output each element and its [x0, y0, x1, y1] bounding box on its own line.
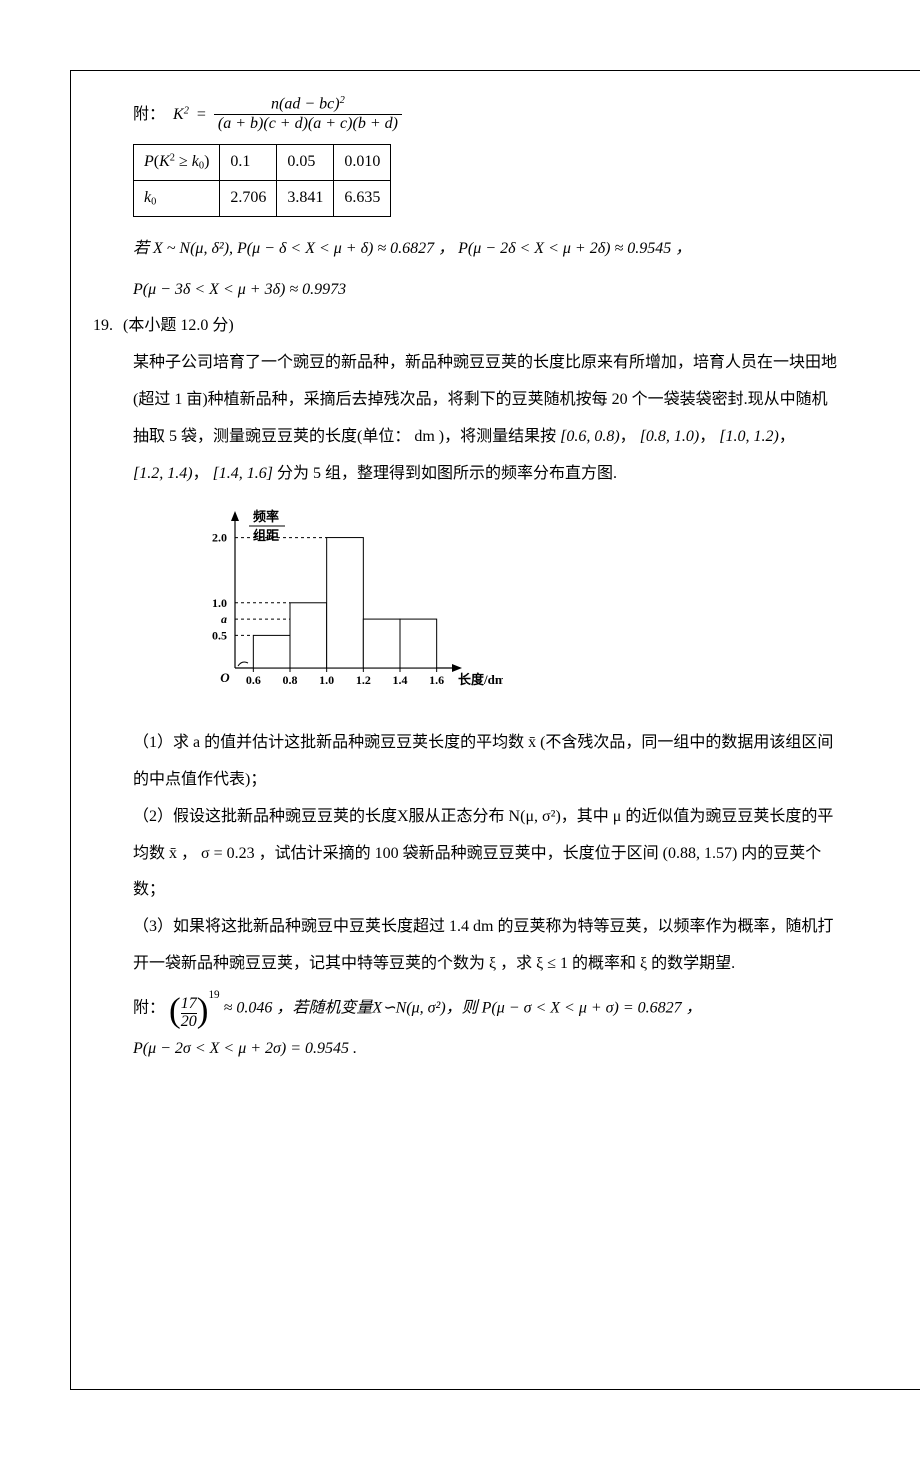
histogram: 2.0 1.0 a 0.5 0.6 0.8 1.0 1.2 1.4 1.6 O 频率组距长度/dm — [133, 500, 920, 715]
k2-formula: 附： K2 = n(ad − bc)2 (a + b)(c + d)(a + c… — [133, 95, 920, 134]
q19-header: 19. (本小题 12.0 分) — [93, 308, 920, 345]
normal-dist-line1: 若 X ~ N(μ, δ²), P(μ − δ < X < μ + δ) ≈ 0… — [133, 231, 920, 268]
table-cell: 3.841 — [277, 180, 334, 216]
svg-text:0.6: 0.6 — [246, 673, 261, 687]
formula-fraction: n(ad − bc)2 (a + b)(c + d)(a + c)(b + d) — [214, 95, 402, 134]
svg-text:组距: 组距 — [253, 528, 279, 543]
svg-text:0.8: 0.8 — [283, 673, 298, 687]
table-cell: 0.1 — [220, 144, 277, 180]
formula-eq-sign: = — [197, 105, 206, 124]
normal-dist-line2: P(μ − 3δ < X < μ + 3δ) ≈ 0.9973 — [133, 272, 920, 309]
critical-value-table: P(K2 ≥ k0) 0.1 0.05 0.010 k0 2.706 3.841… — [133, 144, 391, 217]
histogram-svg: 2.0 1.0 a 0.5 0.6 0.8 1.0 1.2 1.4 1.6 O 频率组距长度/dm — [173, 500, 503, 700]
q19-sub2c: 数； — [133, 872, 920, 909]
appendix-exponent: 19 — [208, 989, 219, 1001]
q18-block: 附： K2 = n(ad − bc)2 (a + b)(c + d)(a + c… — [93, 95, 920, 308]
svg-text:0.5: 0.5 — [212, 629, 227, 643]
q19-sub2b: 均数 x̄ ， σ = 0.23 ，试估计采摘的 100 袋新品种豌豆豆荚中，长… — [133, 836, 920, 873]
table-cell: 0.05 — [277, 144, 334, 180]
svg-text:1.0: 1.0 — [319, 673, 334, 687]
q19-p4: [1.2, 1.4)， [1.4, 1.6] 分为 5 组，整理得到如图所示的频… — [133, 456, 920, 493]
table-cell: 6.635 — [334, 180, 391, 216]
svg-text:1.2: 1.2 — [356, 673, 371, 687]
q19-sub1b: 的中点值作代表)； — [133, 762, 920, 799]
appendix-fraction: 1720 — [181, 996, 197, 1031]
q19-number: 19. — [93, 308, 123, 345]
q19-appendix-line1: 附： (1720)19 ≈ 0.046 ，若随机变量X∽N(μ, σ²)，则 P… — [133, 983, 920, 1031]
formula-lhs: K2 — [173, 105, 189, 124]
svg-text:a: a — [221, 612, 227, 626]
table-cell: 2.706 — [220, 180, 277, 216]
q19-p1: 某种子公司培育了一个豌豆的新品种，新品种豌豆豆荚的长度比原来有所增加，培育人员在… — [133, 345, 920, 382]
big-paren-open: ( — [169, 990, 181, 1029]
table-row: P(K2 ≥ k0) 0.1 0.05 0.010 — [134, 144, 391, 180]
svg-text:频率: 频率 — [253, 509, 279, 524]
big-paren-close: ) — [197, 990, 209, 1029]
q19-block: 19. (本小题 12.0 分) 某种子公司培育了一个豌豆的新品种，新品种豌豆豆… — [93, 308, 920, 1067]
q19-sub3b: 开一袋新品种豌豆豆荚，记其中特等豆荚的个数为 ξ ，求 ξ ≤ 1 的概率和 ξ… — [133, 946, 920, 983]
svg-text:1.0: 1.0 — [212, 596, 227, 610]
formula-prefix: 附： — [133, 105, 165, 124]
q19-body: 某种子公司培育了一个豌豆的新品种，新品种豌豆豆荚的长度比原来有所增加，培育人员在… — [93, 345, 920, 1067]
svg-text:1.4: 1.4 — [393, 673, 408, 687]
q19-score: (本小题 12.0 分) — [123, 308, 234, 345]
svg-text:2.0: 2.0 — [212, 531, 227, 545]
q19-sub2a: （2）假设这批新品种豌豆豆荚的长度X服从正态分布 N(μ, σ²)，其中 μ 的… — [133, 799, 920, 836]
svg-text:O: O — [220, 670, 230, 685]
table-row: k0 2.706 3.841 6.635 — [134, 180, 391, 216]
q19-sub3a: （3）如果将这批新品种豌豆中豆荚长度超过 1.4 dm 的豆荚称为特等豆荚，以频… — [133, 909, 920, 946]
svg-text:1.6: 1.6 — [429, 673, 444, 687]
table-cell: 0.010 — [334, 144, 391, 180]
svg-text:长度/dm: 长度/dm — [458, 672, 503, 687]
formula-numerator: n(ad − bc)2 — [214, 95, 402, 114]
page-frame: 附： K2 = n(ad − bc)2 (a + b)(c + d)(a + c… — [70, 70, 920, 1390]
table-header-k0: k0 — [134, 180, 220, 216]
q19-sub1a: （1）求 a 的值并估计这批新品种豌豆豆荚长度的平均数 x̄ (不含残次品，同一… — [133, 725, 920, 762]
table-header-pk: P(K2 ≥ k0) — [134, 144, 220, 180]
q19-appendix-line2: P(μ − 2σ < X < μ + 2σ) = 0.9545 . — [133, 1031, 920, 1068]
q19-p2: (超过 1 亩)种植新品种，采摘后去掉残次品，将剩下的豆荚随机按每 20 个一袋… — [133, 382, 920, 419]
formula-denominator: (a + b)(c + d)(a + c)(b + d) — [214, 114, 402, 133]
q19-p3: 抽取 5 袋，测量豌豆豆荚的长度(单位： dm )，将测量结果按 [0.6, 0… — [133, 419, 920, 456]
